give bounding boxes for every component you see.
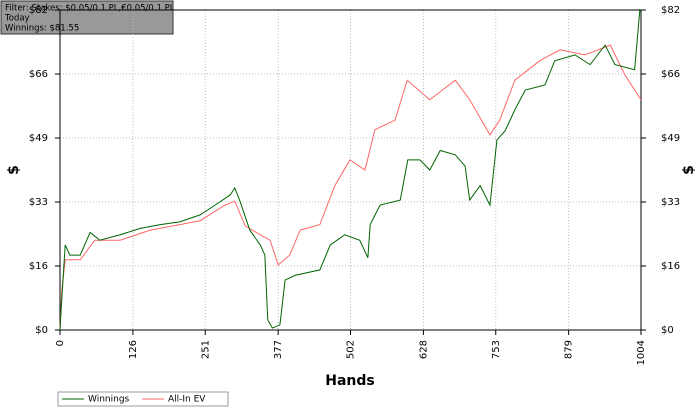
legend-label: All-In EV: [168, 395, 206, 405]
x-tick-label: 251: [200, 340, 211, 359]
y-tick-label: $33: [29, 197, 48, 208]
y2-tick-label: $82: [661, 5, 680, 16]
x-tick-label: 753: [491, 340, 502, 359]
info-line: Filter: Stakes: $0.05/0.1 PL,€0.05/0.1 P…: [5, 4, 175, 14]
y-tick-label: $49: [29, 133, 48, 144]
y-tick-label: $66: [29, 69, 48, 80]
info-line: Winnings: $81.55: [5, 24, 79, 34]
y2-tick-label: $16: [661, 261, 680, 272]
y2-tick-label: $49: [661, 133, 680, 144]
x-tick-label: 502: [346, 340, 357, 359]
x-tick-label: 1004: [636, 340, 647, 365]
plot-frame: [59, 9, 642, 331]
y-tick-label: $82: [29, 5, 48, 16]
x-tick-label: 0: [55, 340, 66, 346]
x-tick-label: 628: [418, 340, 429, 359]
y-axis-title: $: [6, 165, 22, 175]
y2-tick-label: $66: [661, 69, 680, 80]
x-tick-label: 879: [564, 340, 575, 359]
legend-label: Winnings: [88, 395, 130, 405]
x-tick-label: 377: [273, 340, 284, 359]
y-tick-label: $16: [29, 261, 48, 272]
info-line: Today: [4, 14, 30, 24]
x-axis-title: Hands: [325, 373, 375, 389]
y2-tick-label: $0: [661, 325, 674, 336]
y-tick-label: $0: [35, 325, 48, 336]
y2-tick-label: $33: [661, 197, 680, 208]
x-tick-label: 126: [128, 340, 139, 359]
series-line: [59, 8, 642, 331]
y2-axis-title: $: [681, 165, 697, 175]
info-box: [0, 0, 174, 35]
series-line: [59, 44, 642, 331]
